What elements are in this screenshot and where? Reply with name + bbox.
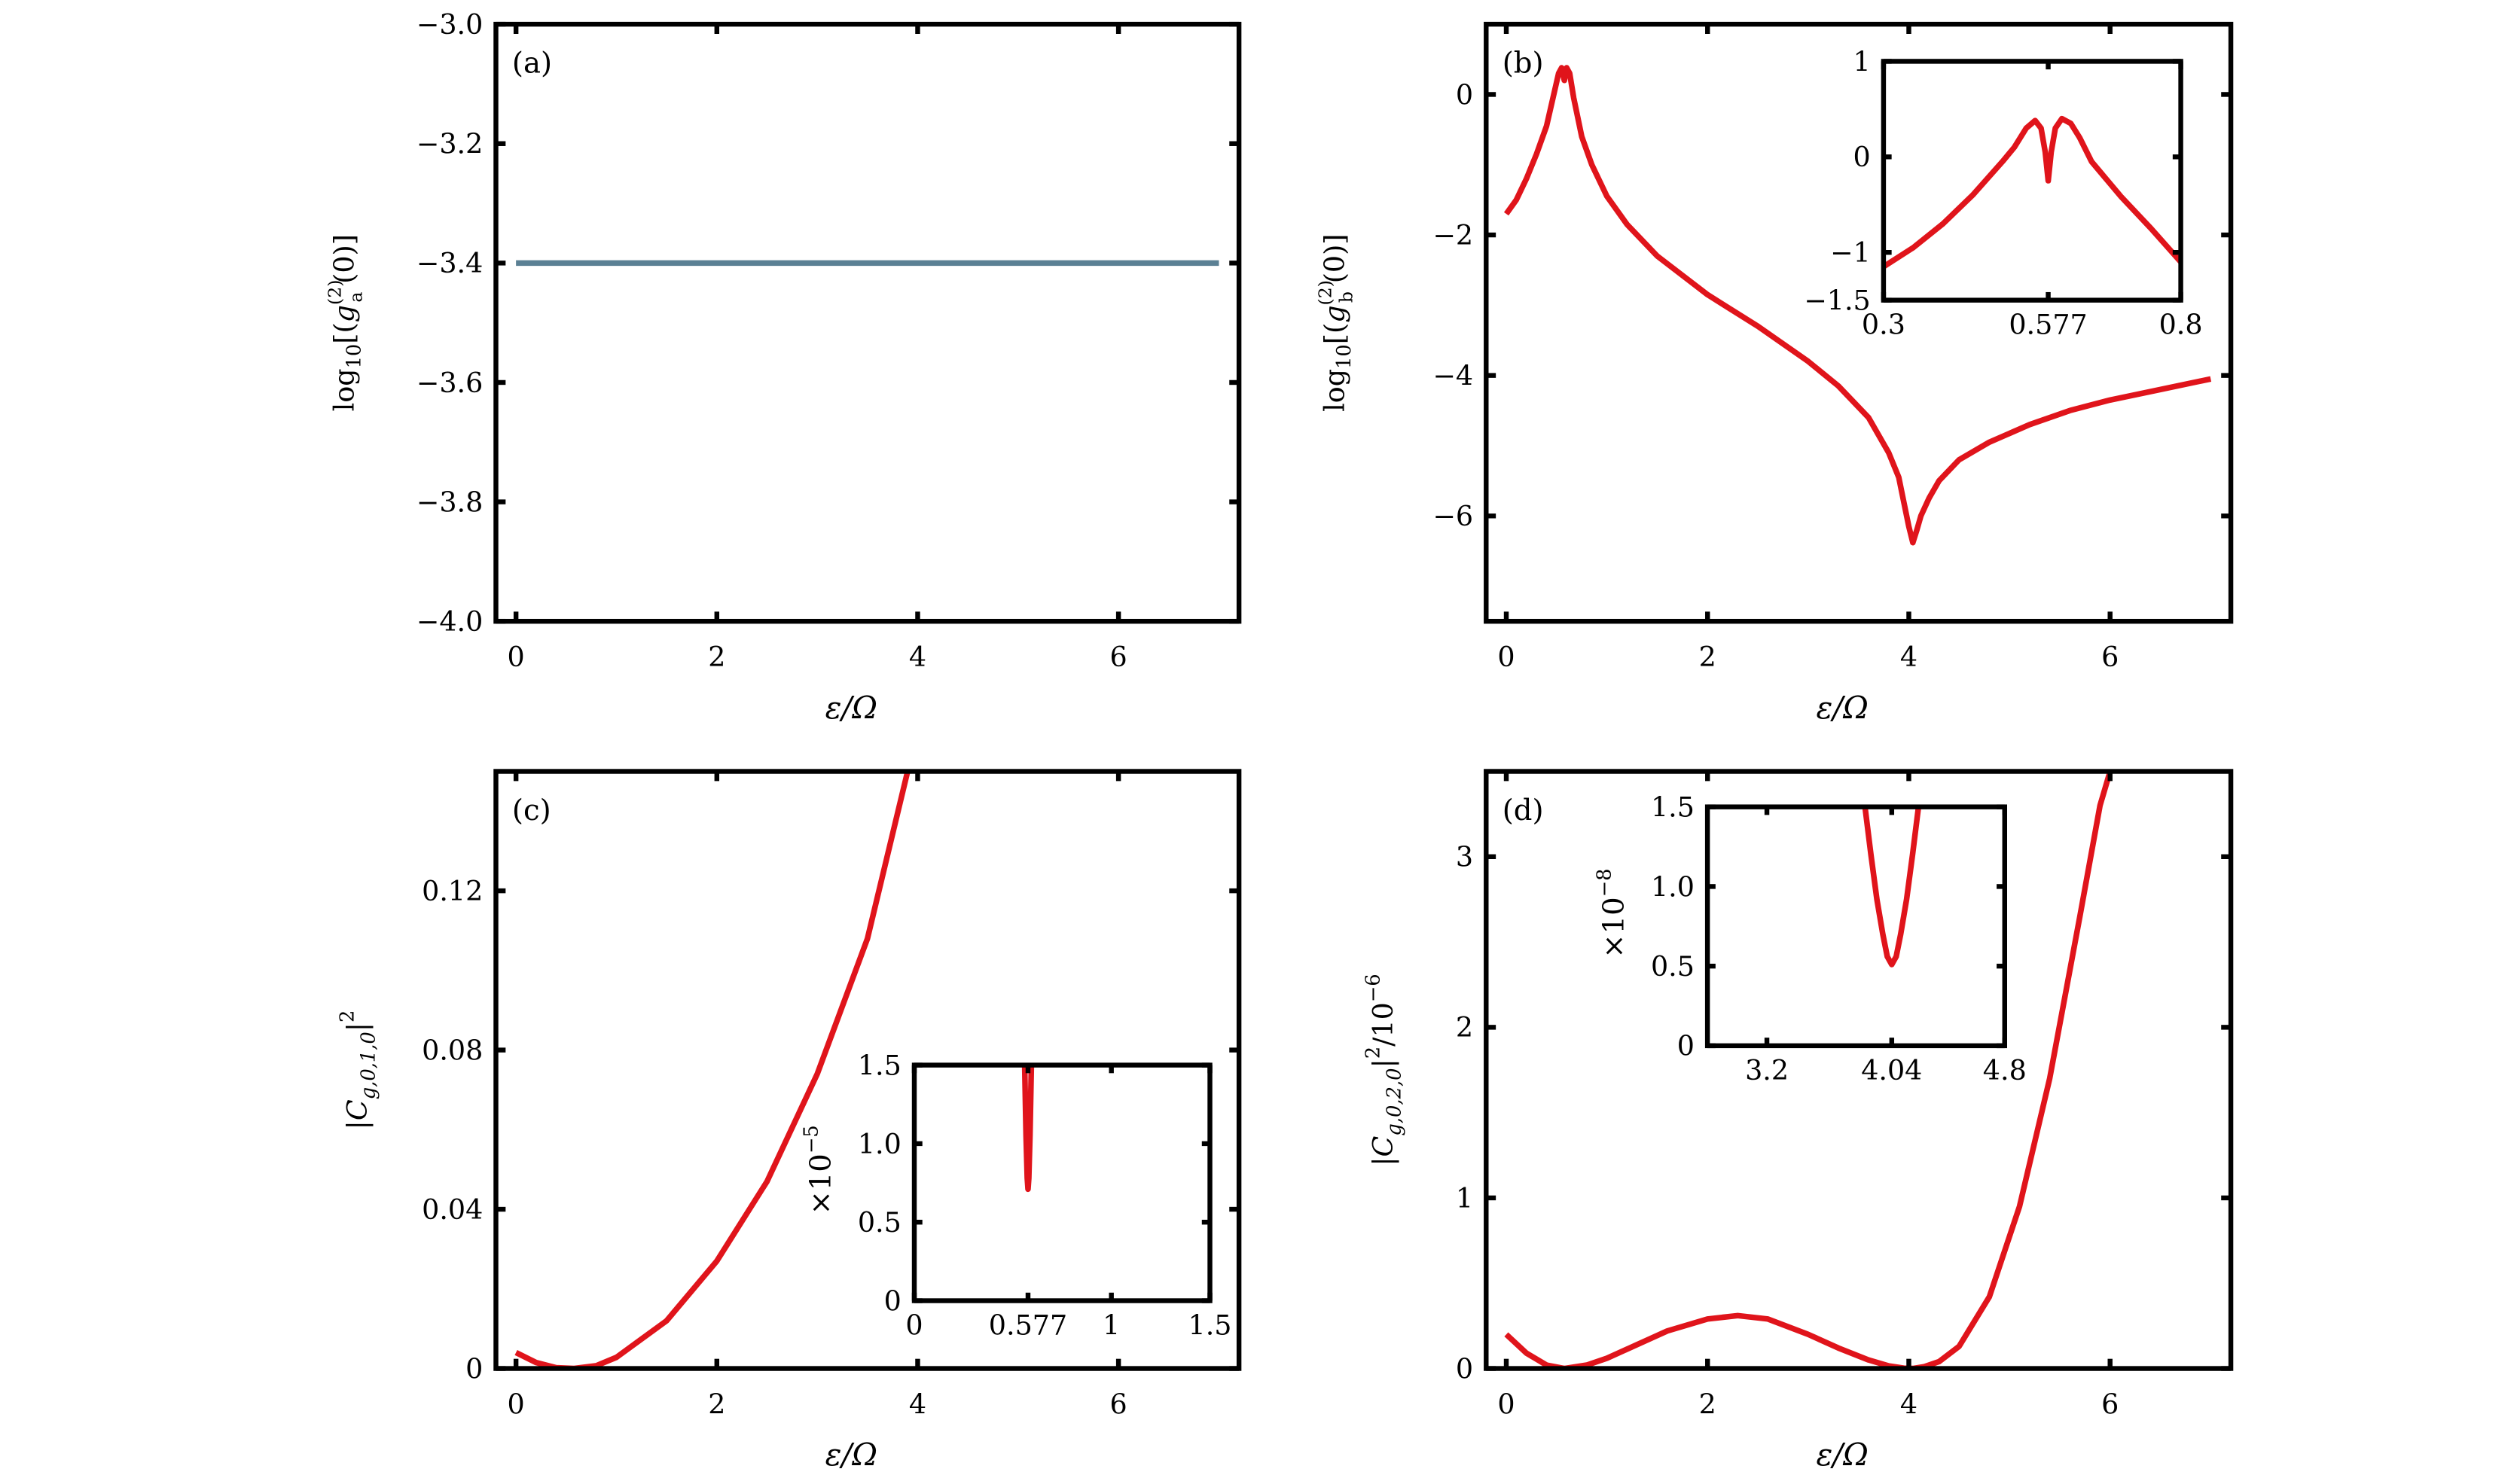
x-tick-label: 0.577 xyxy=(2009,309,2087,341)
x-axis-label: ε/Ω xyxy=(1817,1437,1869,1473)
x-tick-label: 4 xyxy=(1900,1388,1917,1421)
x-tick-label: 4.04 xyxy=(1861,1054,1922,1086)
x-axis-label: ε/Ω xyxy=(825,1437,877,1473)
panel-label: (a) xyxy=(512,46,552,80)
inset-background xyxy=(914,1065,1210,1301)
x-tick-label: 0 xyxy=(508,641,525,673)
x-tick-label: 0 xyxy=(1497,641,1515,673)
y-tick-label: −2 xyxy=(1432,219,1473,251)
y-tick-label: 0.5 xyxy=(1651,950,1695,983)
series-line-c-0 xyxy=(514,771,911,1369)
panel-label: (b) xyxy=(1503,46,1544,80)
x-axis-label: ε/Ω xyxy=(825,690,877,726)
y-tick-label: 0 xyxy=(1456,1352,1473,1385)
inset-background xyxy=(1707,806,2005,1046)
series-line-d-0 xyxy=(1504,771,2113,1369)
y-tick-label: 1.0 xyxy=(1651,870,1695,903)
panel-label: (d) xyxy=(1503,794,1544,827)
y-axis-label: |Cg,0,1,0|2 xyxy=(337,1010,380,1130)
x-tick-label: 1.5 xyxy=(1188,1309,1232,1342)
y-tick-label: −1.5 xyxy=(1804,285,1871,317)
y-tick-label: 1.5 xyxy=(1651,791,1695,824)
y-tick-label: −3.4 xyxy=(416,247,484,279)
x-tick-label: 0 xyxy=(905,1309,923,1342)
y-tick-label: 0.04 xyxy=(422,1193,483,1226)
chart-panel-d: 0 2 4 6 0 1 2 3 (d) ε/Ω |Cg,0,2,0|2/10−6 xyxy=(1362,769,2234,1473)
panel-label: (c) xyxy=(512,794,551,827)
x-tick-label: 1 xyxy=(1103,1309,1120,1342)
plot-frame xyxy=(1704,804,2008,1049)
x-tick-label: 0.8 xyxy=(2159,309,2203,341)
x-tick-label: 4 xyxy=(1900,641,1917,673)
x-tick-label: 0.577 xyxy=(989,1309,1067,1342)
series-line-b-inset-0 xyxy=(1883,115,2181,270)
y-tick-label: 1 xyxy=(1853,45,1871,78)
x-tick-label: 0 xyxy=(1497,1388,1515,1421)
chart-panel-a: 0 2 4 6 −4.0 −3.8 −3.6 −3.4 −3.2 −3.0 (a) ε/Ω log10[… xyxy=(325,8,1242,726)
series-line-b-0 xyxy=(1503,65,2212,546)
y-axis-label: |Cg,0,2,0|2/10−6 xyxy=(1362,974,1406,1166)
y-axis-label: ×10−8 xyxy=(1593,868,1631,958)
y-tick-label: −4 xyxy=(1432,360,1473,392)
series-line-c-inset-0 xyxy=(1021,1065,1035,1193)
y-axis-label: log10[(g(2)b(0)] xyxy=(1314,233,1356,411)
plot-frame xyxy=(911,1062,1213,1303)
x-tick-label: 4 xyxy=(909,1388,926,1421)
y-tick-label: −3.6 xyxy=(416,367,484,399)
chart-panel-b: 0 2 4 6 −6 −4 −2 0 (b) ε/Ω log10[(g(2)b(0)] xyxy=(1314,21,2234,726)
x-tick-label: 6 xyxy=(2101,1388,2119,1421)
y-tick-label: 0 xyxy=(1677,1030,1695,1062)
x-tick-label: 3.2 xyxy=(1745,1054,1789,1086)
y-tick-label: −3.8 xyxy=(416,486,484,518)
chart-panel-b-inset: 0.3 0.577 0.8 −1.5 −1 0 1 xyxy=(1804,45,2202,340)
x-tick-label: 2 xyxy=(1699,641,1716,673)
y-tick-label: 1 xyxy=(1456,1182,1473,1214)
x-tick-label: 4.8 xyxy=(1983,1054,2027,1086)
y-tick-label: −4.0 xyxy=(416,605,484,638)
y-tick-label: −1 xyxy=(1830,236,1871,269)
x-tick-label: 2 xyxy=(708,1388,725,1421)
x-tick-label: 2 xyxy=(1699,1388,1716,1421)
y-tick-label: 0 xyxy=(884,1285,902,1317)
y-tick-label: 0.08 xyxy=(422,1034,483,1066)
y-tick-label: −6 xyxy=(1432,500,1473,532)
y-tick-label: 1.0 xyxy=(858,1128,902,1160)
y-tick-label: 1.5 xyxy=(858,1049,902,1081)
y-tick-label: 0.5 xyxy=(858,1206,902,1239)
y-tick-label: −3.0 xyxy=(416,8,484,41)
x-tick-label: 0 xyxy=(508,1388,525,1421)
y-tick-label: 2 xyxy=(1456,1011,1473,1044)
x-tick-label: 6 xyxy=(1110,1388,1127,1421)
y-tick-label: −3.2 xyxy=(416,128,484,160)
x-tick-label: 6 xyxy=(1110,641,1127,673)
plot-frame xyxy=(1484,21,2234,624)
y-axis-label: log10[(g(2)a(0)] xyxy=(325,234,367,411)
chart-panel-d-inset: 3.2 4.04 4.8 0 0.5 1.0 1.5 ×10−8 xyxy=(1593,791,2026,1086)
plot-frame xyxy=(1484,769,2234,1371)
x-tick-label: 6 xyxy=(2101,641,2119,673)
y-tick-label: 0 xyxy=(1853,141,1871,173)
y-tick-label: 0 xyxy=(465,1352,483,1385)
x-tick-label: 0.3 xyxy=(1862,309,1905,341)
y-tick-label: 0.12 xyxy=(422,875,483,907)
plot-frame xyxy=(493,769,1242,1371)
chart-panel-c-inset: 0 0.577 1 1.5 0 0.5 1.0 1.5 ×10−5 xyxy=(800,1049,1231,1341)
x-axis-label: ε/Ω xyxy=(1817,690,1869,726)
x-tick-label: 2 xyxy=(708,641,725,673)
plot-frame xyxy=(493,21,1242,624)
plot-frame xyxy=(1881,59,2183,303)
y-tick-label: 0 xyxy=(1456,78,1473,111)
inset-background xyxy=(1883,61,2181,300)
y-axis-label: ×10−5 xyxy=(800,1125,837,1214)
x-tick-label: 4 xyxy=(909,641,926,673)
chart-panel-c: 0 2 4 6 0 0.04 0.08 0.12 (c) ε/Ω |Cg,0,1,0|2 xyxy=(337,769,1242,1473)
series-line-d-inset-0 xyxy=(1862,806,1922,968)
y-tick-label: 3 xyxy=(1456,841,1473,873)
